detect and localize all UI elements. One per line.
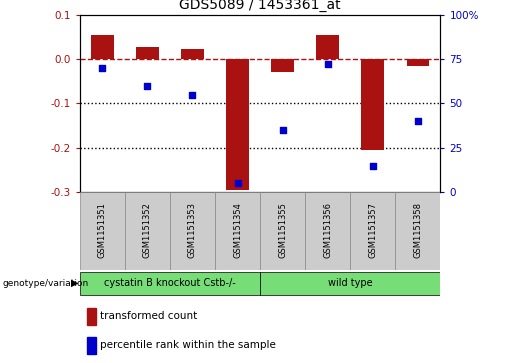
Bar (305, 192, 350, 270)
Text: GSM1151356: GSM1151356 (323, 202, 332, 258)
Text: percentile rank within the sample: percentile rank within the sample (100, 340, 276, 350)
Point (143, 83, 151, 89)
Title: GDS5089 / 1453361_at: GDS5089 / 1453361_at (179, 0, 341, 12)
Bar (215, 192, 260, 270)
Point (98, 65, 107, 71)
Text: genotype/variation: genotype/variation (3, 279, 89, 287)
Bar (170, 192, 215, 270)
Text: GSM1151351: GSM1151351 (98, 202, 107, 258)
Bar (406, 59, 429, 66)
Bar (350, 192, 396, 270)
Bar (87, 337, 96, 354)
Text: transformed count: transformed count (100, 311, 197, 321)
Bar (316, 34, 339, 59)
Bar (80, 272, 260, 295)
Bar (181, 49, 204, 59)
Point (369, 163, 377, 169)
Bar (125, 192, 170, 270)
Bar (260, 272, 440, 295)
Bar (80, 192, 125, 270)
Text: GSM1151352: GSM1151352 (143, 202, 152, 258)
Point (414, 118, 422, 124)
Bar (91, 34, 114, 59)
Point (279, 127, 287, 133)
Bar (136, 46, 159, 59)
Bar (260, 192, 305, 270)
Bar (87, 308, 96, 325)
Bar (226, 59, 249, 190)
Point (233, 181, 242, 187)
Text: ▶: ▶ (71, 278, 78, 288)
Point (323, 61, 332, 67)
Point (188, 92, 197, 98)
Bar (396, 192, 440, 270)
Bar (362, 59, 384, 150)
Text: GSM1151357: GSM1151357 (368, 202, 377, 258)
Text: cystatin B knockout Cstb-/-: cystatin B knockout Cstb-/- (104, 278, 236, 288)
Text: GSM1151354: GSM1151354 (233, 202, 242, 258)
Text: GSM1151355: GSM1151355 (278, 202, 287, 258)
Text: wild type: wild type (328, 278, 372, 288)
Text: GSM1151358: GSM1151358 (414, 202, 422, 258)
Bar (271, 59, 294, 72)
Text: GSM1151353: GSM1151353 (188, 202, 197, 258)
